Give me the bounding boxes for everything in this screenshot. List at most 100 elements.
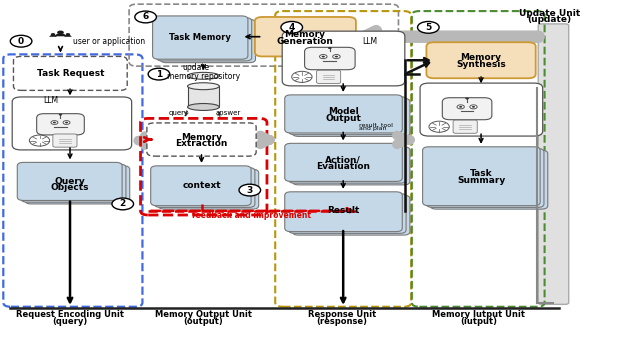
FancyBboxPatch shape [289, 97, 406, 135]
FancyBboxPatch shape [255, 17, 356, 57]
FancyBboxPatch shape [21, 164, 126, 202]
Text: Update Unit: Update Unit [519, 9, 580, 18]
FancyBboxPatch shape [147, 123, 256, 156]
Circle shape [281, 22, 303, 33]
Ellipse shape [188, 72, 220, 79]
Circle shape [322, 56, 325, 58]
Circle shape [328, 47, 332, 49]
Circle shape [10, 35, 32, 47]
Circle shape [333, 54, 340, 59]
FancyBboxPatch shape [53, 134, 77, 147]
Text: Memory: Memory [181, 133, 222, 142]
FancyBboxPatch shape [285, 95, 403, 133]
Circle shape [51, 121, 58, 124]
Text: Request Encoding Unit: Request Encoding Unit [16, 310, 124, 319]
FancyBboxPatch shape [285, 192, 403, 232]
Circle shape [319, 54, 327, 59]
Circle shape [51, 33, 55, 36]
Text: answer: answer [216, 110, 241, 116]
Circle shape [465, 97, 469, 99]
Text: 3: 3 [246, 186, 253, 195]
Text: feedback and improvement: feedback and improvement [191, 211, 310, 220]
Text: Summary: Summary [457, 176, 505, 185]
Text: (query): (query) [52, 317, 88, 326]
FancyBboxPatch shape [285, 143, 403, 181]
Text: query: query [168, 110, 189, 116]
FancyBboxPatch shape [426, 42, 536, 78]
Circle shape [472, 106, 475, 108]
Text: 6: 6 [143, 13, 148, 22]
Text: Result: Result [327, 206, 360, 215]
FancyBboxPatch shape [13, 57, 127, 90]
Polygon shape [188, 86, 220, 107]
Circle shape [459, 106, 462, 108]
Text: 5: 5 [425, 23, 431, 32]
Text: Evaluation: Evaluation [316, 162, 370, 171]
Text: Objects: Objects [51, 183, 89, 192]
FancyBboxPatch shape [160, 20, 255, 63]
Polygon shape [188, 76, 220, 79]
Text: LLM: LLM [362, 37, 378, 46]
Wedge shape [49, 35, 56, 37]
Text: Synthesis: Synthesis [456, 60, 506, 69]
FancyBboxPatch shape [289, 145, 406, 183]
Circle shape [112, 198, 134, 210]
Text: (iutput): (iutput) [460, 317, 497, 326]
FancyBboxPatch shape [305, 47, 355, 70]
FancyBboxPatch shape [282, 31, 405, 86]
Circle shape [57, 31, 64, 34]
Text: 2: 2 [120, 199, 126, 208]
Text: 1: 1 [156, 69, 162, 79]
FancyBboxPatch shape [152, 16, 248, 59]
Text: update: update [182, 63, 209, 72]
FancyBboxPatch shape [289, 194, 406, 233]
Circle shape [53, 122, 56, 123]
Wedge shape [55, 33, 66, 36]
Circle shape [457, 105, 465, 109]
Text: Memory Output Unit: Memory Output Unit [155, 310, 252, 319]
Text: Action/: Action/ [325, 155, 361, 164]
FancyBboxPatch shape [538, 24, 569, 304]
Text: Extraction: Extraction [175, 139, 228, 148]
FancyBboxPatch shape [453, 120, 477, 133]
Text: Output: Output [325, 113, 361, 122]
FancyBboxPatch shape [292, 98, 410, 136]
Circle shape [335, 56, 338, 58]
Ellipse shape [188, 83, 220, 90]
Text: Memory Iutput Unit: Memory Iutput Unit [432, 310, 525, 319]
Text: context: context [182, 181, 221, 190]
FancyBboxPatch shape [292, 195, 410, 235]
Text: memory repository: memory repository [167, 72, 240, 81]
Text: Memory: Memory [285, 30, 326, 39]
FancyBboxPatch shape [150, 166, 251, 206]
FancyBboxPatch shape [36, 114, 84, 135]
Text: (update): (update) [527, 15, 572, 24]
Circle shape [148, 68, 170, 80]
Text: Generation: Generation [276, 37, 333, 46]
Text: (response): (response) [316, 317, 367, 326]
FancyBboxPatch shape [317, 70, 340, 83]
FancyBboxPatch shape [154, 168, 255, 207]
Text: Response Unit: Response Unit [308, 310, 376, 319]
Text: Memory: Memory [461, 53, 502, 62]
Text: (output): (output) [184, 317, 223, 326]
Text: 0: 0 [18, 37, 24, 46]
Wedge shape [65, 35, 72, 37]
Circle shape [63, 121, 70, 124]
FancyBboxPatch shape [17, 162, 122, 200]
FancyBboxPatch shape [442, 98, 492, 120]
FancyBboxPatch shape [422, 147, 540, 206]
FancyBboxPatch shape [156, 18, 252, 61]
Text: 4: 4 [289, 23, 295, 32]
FancyBboxPatch shape [420, 83, 543, 136]
Text: Query: Query [54, 177, 85, 186]
FancyBboxPatch shape [158, 169, 259, 209]
Circle shape [135, 11, 156, 23]
FancyBboxPatch shape [12, 97, 132, 150]
Text: result, tool: result, tool [359, 122, 393, 127]
FancyBboxPatch shape [292, 147, 410, 185]
FancyBboxPatch shape [25, 166, 130, 204]
Circle shape [239, 184, 260, 196]
Circle shape [66, 33, 70, 36]
Text: Model: Model [328, 107, 358, 116]
